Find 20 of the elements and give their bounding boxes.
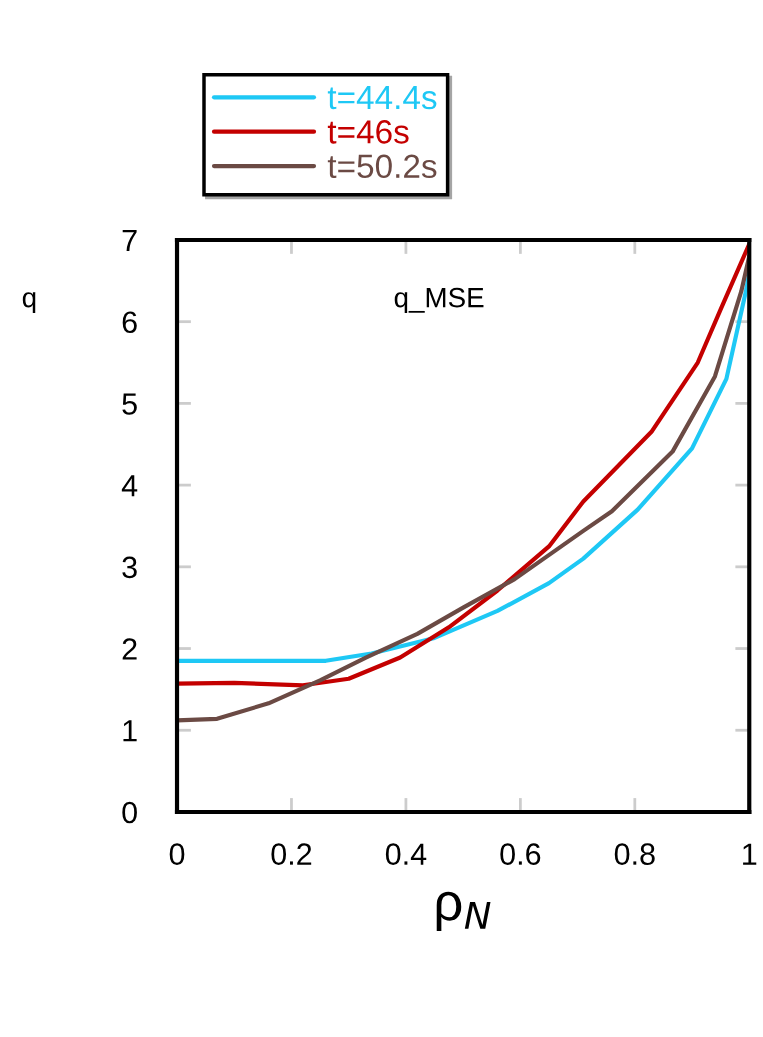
- y-tick-label: 1: [123, 720, 137, 742]
- annotation: q_MSE: [394, 287, 484, 313]
- y-tick-label: 2: [122, 638, 137, 660]
- x-tick-label: 0.8: [614, 843, 655, 865]
- x-tick-label: 1: [743, 843, 757, 865]
- y-tick-label: 5: [122, 393, 137, 415]
- x-axis-title: ρ$_{N}$: [436, 891, 491, 932]
- legend-label: t=46s: [327, 120, 409, 144]
- y-tick-label: 4: [121, 475, 138, 497]
- x-tick-label: 0.2: [271, 843, 312, 865]
- y-tick-label: 3: [122, 556, 137, 579]
- x-tick-label: 0: [169, 843, 185, 865]
- y-tick-label: 6: [122, 311, 137, 334]
- y-tick-label: 0: [122, 801, 137, 824]
- x-tick-label: 0.6: [500, 843, 541, 865]
- legend-label: t=50.2s: [327, 154, 437, 179]
- y-tick-label: 7: [122, 230, 137, 252]
- legend-label: t=44.4s: [327, 86, 437, 110]
- y-axis-title: q: [22, 292, 36, 313]
- x-tick-label: 0.4: [385, 843, 427, 865]
